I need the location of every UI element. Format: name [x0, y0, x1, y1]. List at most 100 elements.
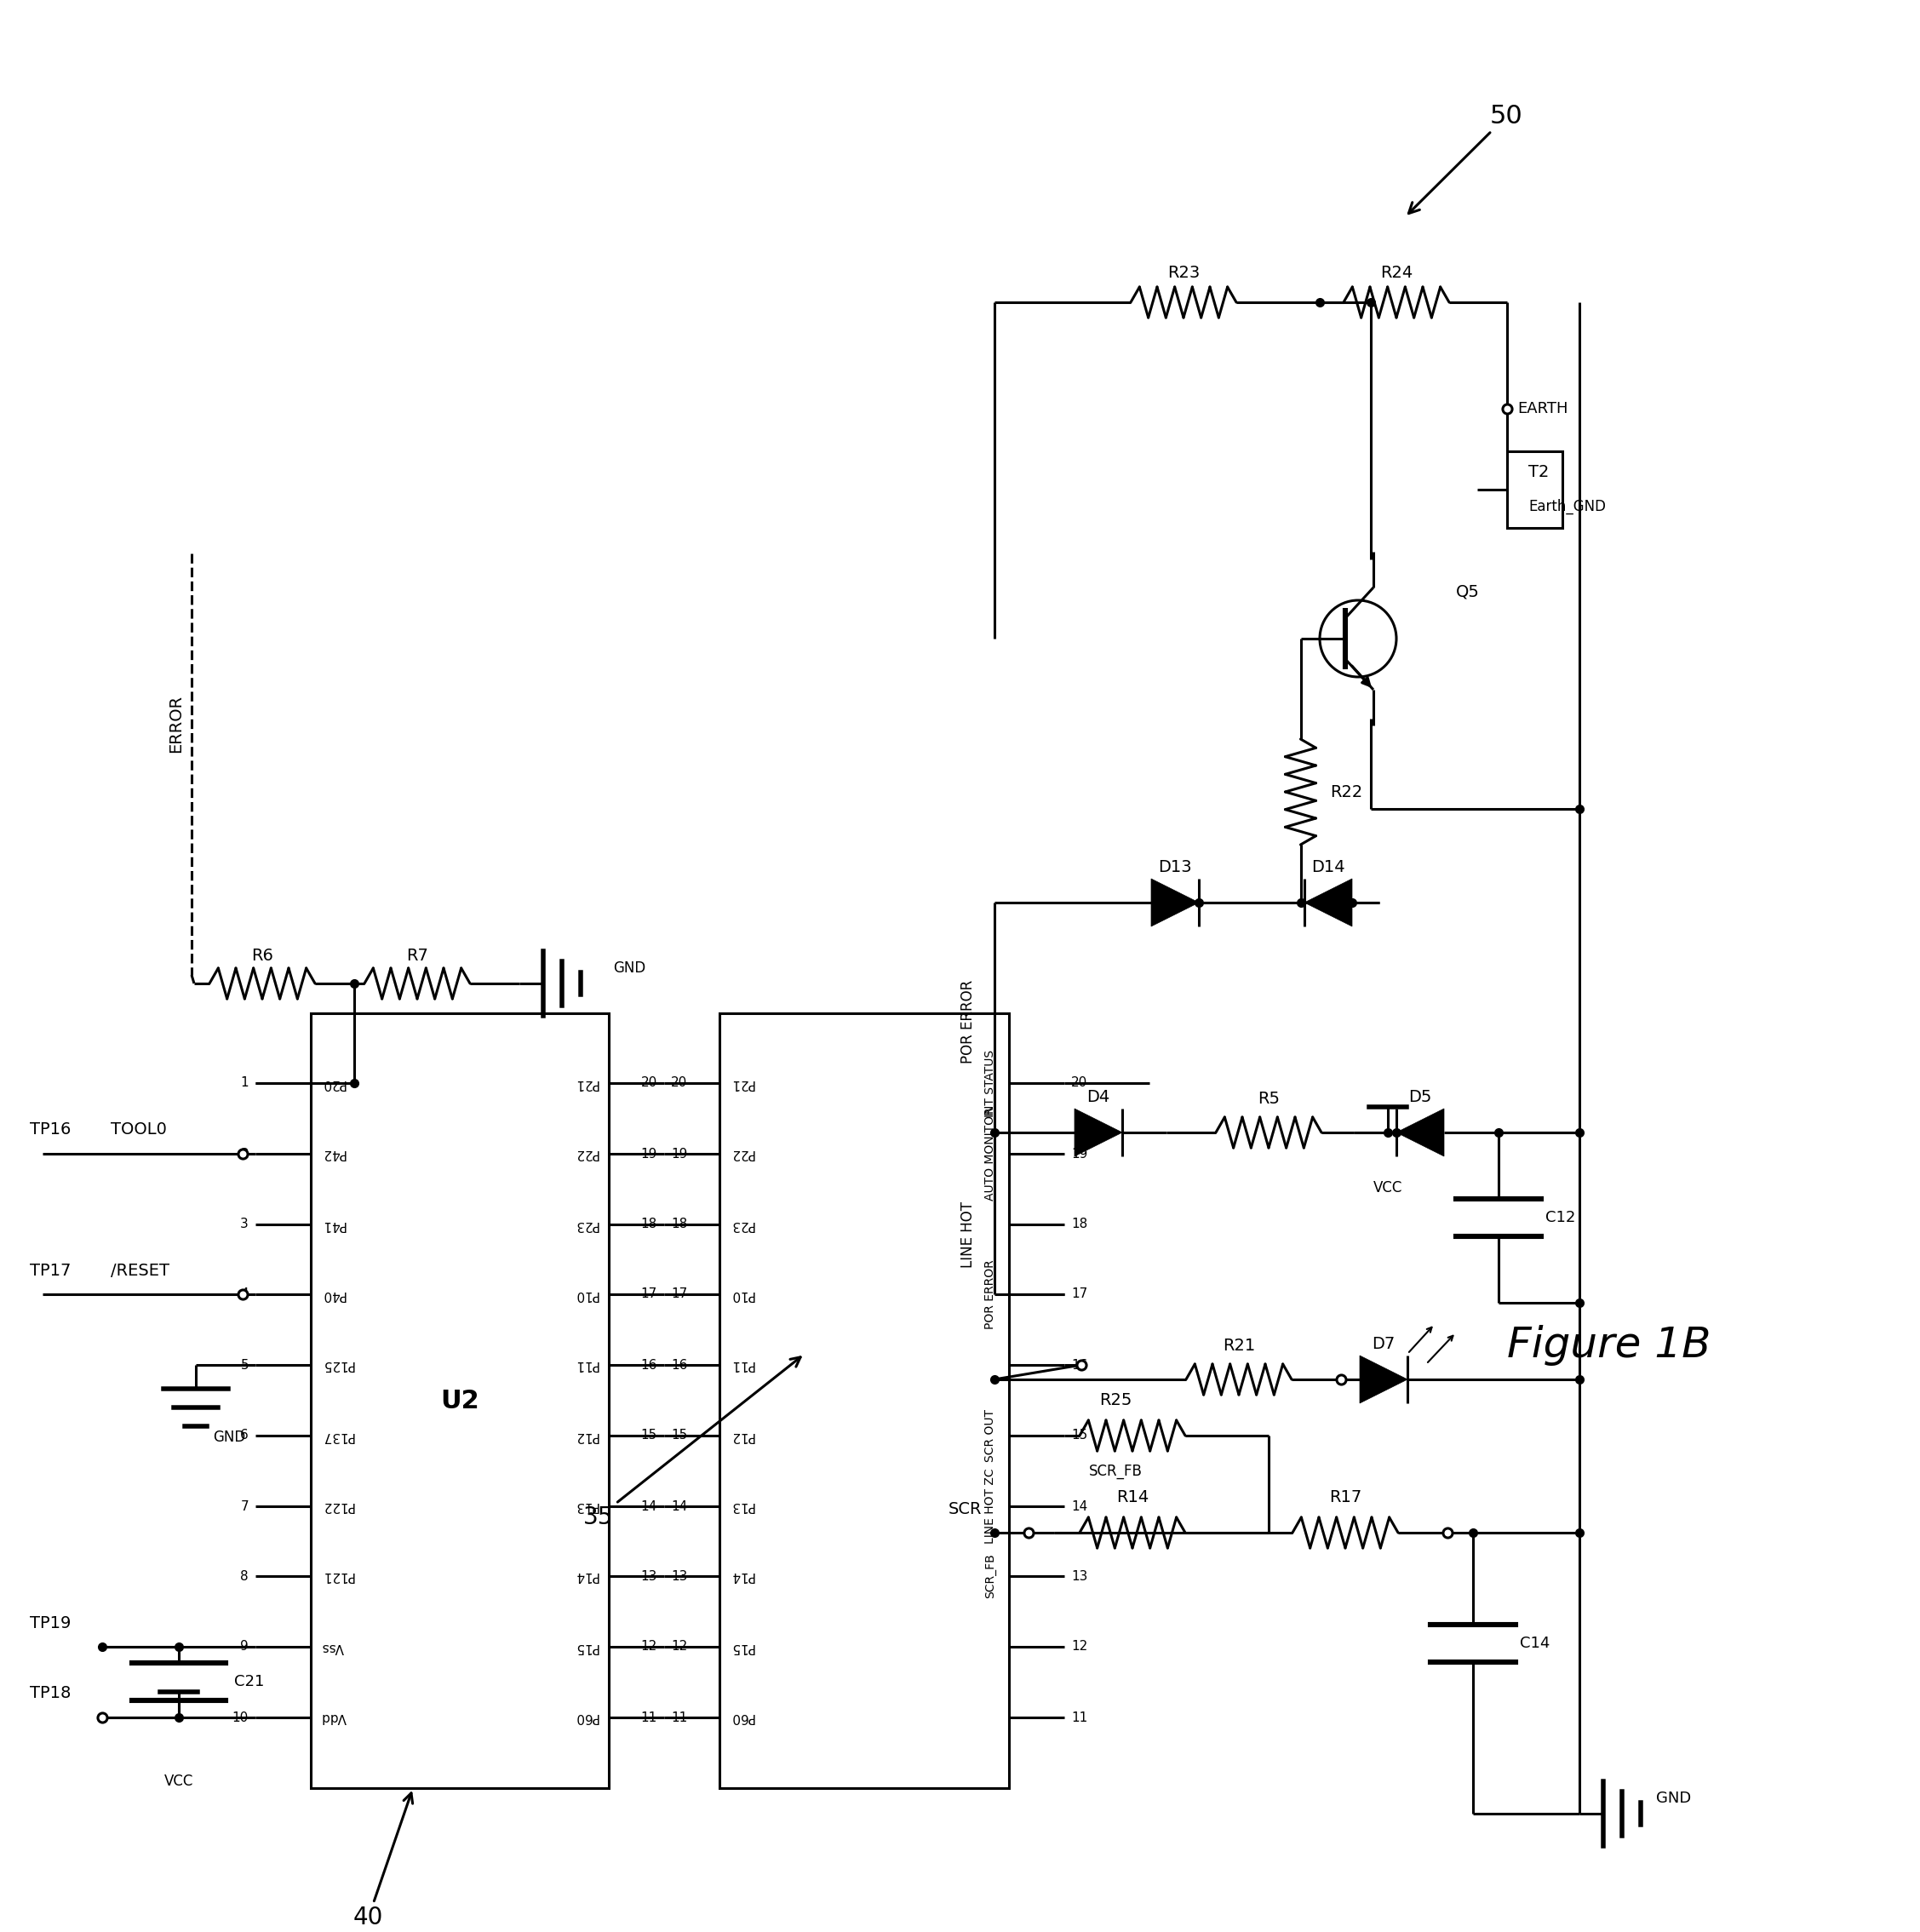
Text: AUTO MONITOR: AUTO MONITOR — [985, 1107, 996, 1200]
Text: TP16: TP16 — [31, 1122, 71, 1138]
Text: POR ERROR: POR ERROR — [985, 1260, 996, 1329]
Text: P122: P122 — [321, 1499, 353, 1513]
Text: 1: 1 — [240, 1076, 248, 1090]
Text: 8: 8 — [240, 1569, 248, 1582]
Text: 14: 14 — [670, 1499, 687, 1513]
Polygon shape — [1396, 1109, 1444, 1157]
Text: P121: P121 — [321, 1569, 353, 1582]
Text: C14: C14 — [1521, 1636, 1549, 1652]
Text: P22: P22 — [730, 1148, 755, 1159]
Text: 20: 20 — [1071, 1076, 1087, 1090]
Text: 9: 9 — [240, 1640, 248, 1654]
Text: TP18: TP18 — [31, 1685, 71, 1702]
Text: 12: 12 — [1071, 1640, 1087, 1654]
Text: P41: P41 — [321, 1217, 346, 1231]
Text: R7: R7 — [407, 949, 428, 964]
Text: 40: 40 — [353, 1793, 413, 1930]
Text: 15: 15 — [670, 1430, 687, 1441]
Text: 35: 35 — [584, 1356, 801, 1530]
Text: P23: P23 — [730, 1217, 755, 1231]
Text: P10: P10 — [730, 1289, 755, 1300]
Bar — [720, 1012, 1008, 1789]
Text: 14: 14 — [641, 1499, 657, 1513]
Text: 12: 12 — [670, 1640, 687, 1654]
Text: R6: R6 — [252, 949, 273, 964]
Polygon shape — [1152, 879, 1198, 927]
Text: P11: P11 — [574, 1358, 599, 1372]
Text: GND: GND — [612, 960, 645, 976]
Text: SCR OUT: SCR OUT — [985, 1408, 996, 1463]
Text: Vdd: Vdd — [321, 1712, 346, 1723]
Text: 17: 17 — [641, 1289, 657, 1300]
Bar — [311, 1012, 609, 1789]
Text: Figure 1B: Figure 1B — [1507, 1325, 1711, 1366]
Text: ERROR: ERROR — [169, 696, 184, 753]
Text: R22: R22 — [1331, 784, 1363, 800]
Text: GND: GND — [213, 1430, 246, 1445]
Text: 5: 5 — [240, 1358, 248, 1372]
Text: 17: 17 — [670, 1289, 687, 1300]
Text: SCR_FB: SCR_FB — [1089, 1464, 1142, 1480]
Text: 11: 11 — [670, 1712, 687, 1723]
Text: 11: 11 — [641, 1712, 657, 1723]
Text: 50: 50 — [1409, 104, 1523, 213]
Text: TP19: TP19 — [31, 1615, 71, 1631]
Text: 10: 10 — [232, 1712, 248, 1723]
Text: 15: 15 — [1071, 1430, 1087, 1441]
Text: 18: 18 — [1071, 1217, 1087, 1231]
Text: 20: 20 — [641, 1076, 657, 1090]
Polygon shape — [1359, 1356, 1407, 1403]
Text: P15: P15 — [730, 1640, 755, 1654]
Text: POR ERROR: POR ERROR — [960, 980, 975, 1065]
Text: 16: 16 — [1071, 1358, 1087, 1372]
Text: P21: P21 — [730, 1076, 755, 1090]
Text: 19: 19 — [1071, 1148, 1087, 1159]
Text: INT STATUS: INT STATUS — [985, 1049, 996, 1117]
Text: R23: R23 — [1167, 265, 1200, 280]
Text: 11: 11 — [1071, 1712, 1087, 1723]
Text: 16: 16 — [670, 1358, 687, 1372]
Text: P21: P21 — [574, 1076, 599, 1090]
Text: R17: R17 — [1329, 1490, 1361, 1505]
Text: P60: P60 — [730, 1712, 755, 1723]
Text: Q5: Q5 — [1455, 583, 1480, 599]
Text: P42: P42 — [321, 1148, 346, 1159]
Text: P40: P40 — [321, 1289, 346, 1300]
Text: U2: U2 — [440, 1389, 480, 1412]
Text: 17: 17 — [1071, 1289, 1087, 1300]
Text: R14: R14 — [1116, 1490, 1148, 1505]
Text: /RESET: /RESET — [111, 1262, 169, 1279]
Text: R25: R25 — [1098, 1391, 1131, 1408]
Text: Vss: Vss — [321, 1640, 344, 1654]
Text: T2: T2 — [1528, 464, 1549, 481]
Text: D5: D5 — [1409, 1088, 1432, 1105]
Text: R24: R24 — [1380, 265, 1413, 280]
Text: 18: 18 — [670, 1217, 687, 1231]
Text: P13: P13 — [574, 1499, 599, 1513]
Text: 19: 19 — [670, 1148, 687, 1159]
Text: TOOL0: TOOL0 — [111, 1122, 167, 1138]
Text: D7: D7 — [1373, 1335, 1396, 1352]
Text: 6: 6 — [240, 1430, 248, 1441]
Text: 16: 16 — [641, 1358, 657, 1372]
Text: 13: 13 — [670, 1569, 687, 1582]
Text: 15: 15 — [641, 1430, 657, 1441]
Text: D4: D4 — [1087, 1088, 1110, 1105]
Text: LINE HOT ZC: LINE HOT ZC — [985, 1468, 996, 1544]
Text: P20: P20 — [321, 1076, 346, 1090]
Text: 13: 13 — [1071, 1569, 1087, 1582]
Text: Earth_GND: Earth_GND — [1528, 498, 1605, 514]
Text: P10: P10 — [574, 1289, 599, 1300]
Text: R21: R21 — [1223, 1337, 1256, 1354]
Text: 12: 12 — [641, 1640, 657, 1654]
Text: EARTH: EARTH — [1517, 402, 1569, 417]
Text: P23: P23 — [574, 1217, 599, 1231]
Text: 4: 4 — [240, 1289, 248, 1300]
Text: P14: P14 — [574, 1569, 599, 1582]
Text: P11: P11 — [730, 1358, 755, 1372]
Text: 7: 7 — [240, 1499, 248, 1513]
Text: P12: P12 — [730, 1430, 755, 1441]
Polygon shape — [1075, 1109, 1121, 1157]
Text: 19: 19 — [641, 1148, 657, 1159]
Text: SCR_FB: SCR_FB — [985, 1553, 996, 1598]
